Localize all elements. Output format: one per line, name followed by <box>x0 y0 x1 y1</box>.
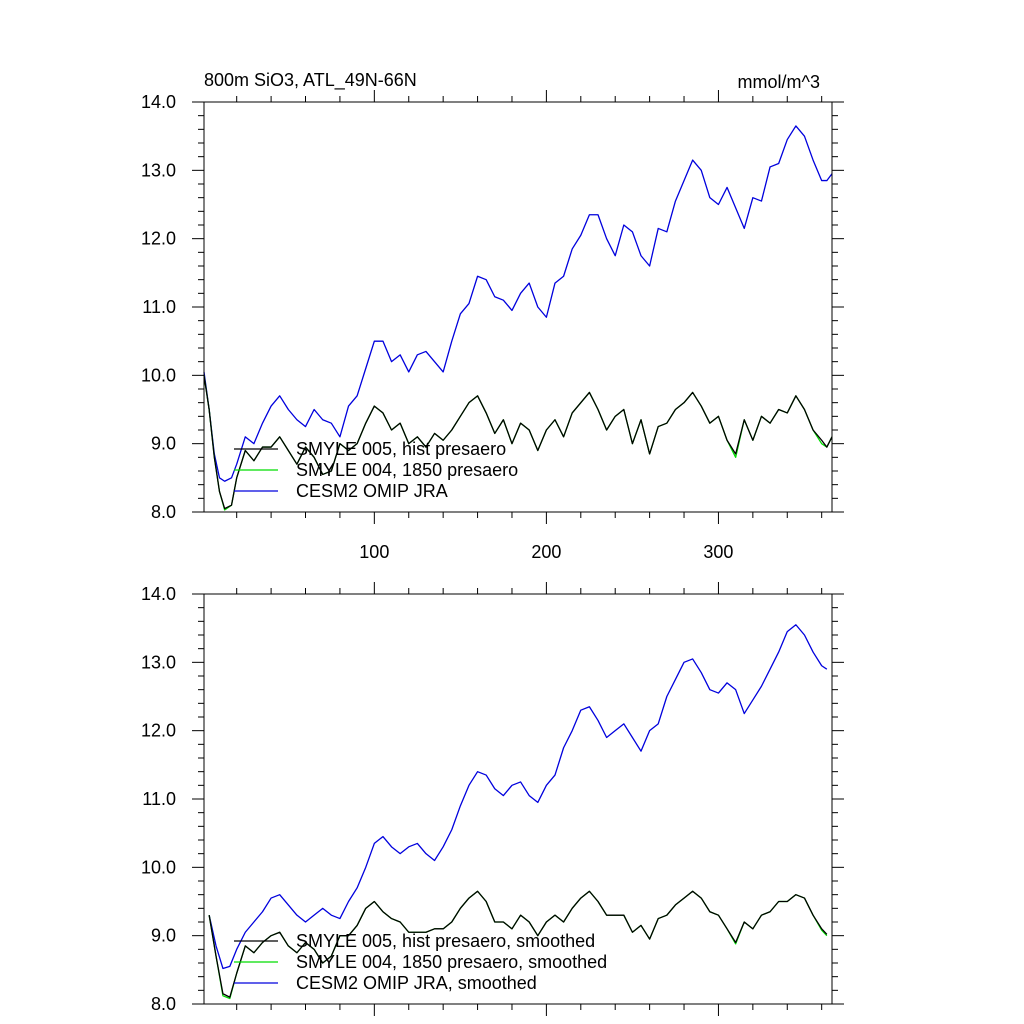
y-tick-label: 8.0 <box>151 502 176 522</box>
legend-label-0: SMYLE 005, hist presaero <box>296 439 506 459</box>
y-tick-label: 11.0 <box>142 789 176 809</box>
legend-label-1: SMYLE 004, 1850 presaero <box>296 460 518 480</box>
y-tick-label: 11.0 <box>142 297 176 317</box>
y-tick-label: 10.0 <box>141 857 176 877</box>
units-label: mmol/m^3 <box>738 72 820 92</box>
y-tick-label: 10.0 <box>141 365 176 385</box>
series-line-2 <box>208 624 828 970</box>
y-tick-label: 9.0 <box>151 434 176 454</box>
y-tick-label: 12.0 <box>141 229 176 249</box>
legend-label-0: SMYLE 005, hist presaero, smoothed <box>296 931 595 951</box>
legend-label-1: SMYLE 004, 1850 presaero, smoothed <box>296 952 607 972</box>
x-tick-label: 300 <box>703 542 733 562</box>
series-line-0 <box>203 375 833 510</box>
y-tick-label: 9.0 <box>151 926 176 946</box>
legend-label-2: CESM2 OMIP JRA <box>296 481 448 501</box>
series-line-0 <box>208 890 828 998</box>
series-line-2 <box>203 125 833 482</box>
legend-label-2: CESM2 OMIP JRA, smoothed <box>296 973 537 993</box>
y-tick-label: 13.0 <box>141 160 176 180</box>
y-tick-label: 8.0 <box>151 994 176 1014</box>
chart-title: 800m SiO3, ATL_49N-66N <box>204 70 417 91</box>
x-tick-label: 100 <box>359 542 389 562</box>
y-tick-label: 14.0 <box>141 584 176 604</box>
y-tick-label: 14.0 <box>141 92 176 112</box>
x-tick-label: 200 <box>531 542 561 562</box>
top-panel: 8.0 9.0 10.0 11.0 12.0 13.0 14.0 100 200 300 SMYLE… <box>141 90 844 562</box>
y-tick-label: 13.0 <box>141 652 176 672</box>
y-tick-label: 12.0 <box>141 721 176 741</box>
bottom-panel: 8.0 9.0 10.0 11.0 12.0 13.0 14.0 SMYLE 005, his… <box>141 582 844 1016</box>
